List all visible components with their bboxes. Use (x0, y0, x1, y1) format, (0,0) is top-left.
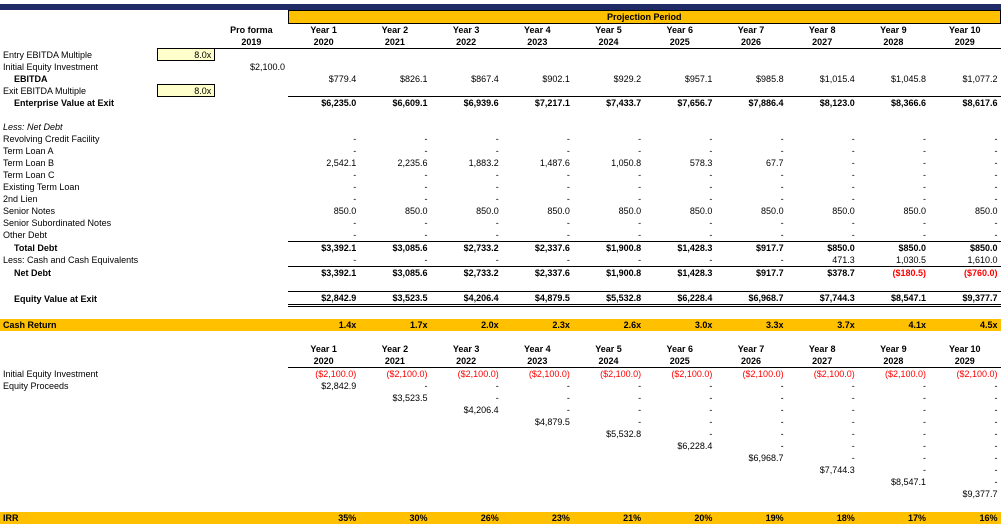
irr-label: IRR (0, 512, 157, 524)
year-header: Year 8 (787, 24, 858, 37)
initial-equity-label: Initial Equity Investment (0, 61, 157, 73)
iei-label: Initial Equity Investment (0, 368, 157, 381)
entry-multiple-label: Entry EBITDA Multiple (0, 49, 157, 61)
total-debt-label: Total Debt (0, 242, 157, 255)
projection-period-header: Projection Period (288, 11, 1000, 24)
snr-label: Senior Notes (0, 205, 157, 217)
year-header: Year 9 (858, 24, 929, 37)
exit-multiple-label: Exit EBITDA Multiple (0, 85, 157, 97)
cash-return-label: Cash Return (0, 319, 157, 331)
year-header: Year 5 (573, 24, 644, 37)
initial-equity-value: $2,100.0 (215, 61, 288, 73)
ssn-label: Senior Subordinated Notes (0, 217, 157, 229)
returns-table: Projection PeriodPro formaYear 1Year 2Ye… (0, 10, 1001, 524)
proforma-header: Pro forma (215, 24, 288, 37)
year-header: Year 4 (502, 24, 573, 37)
year-header: Year 3 (430, 24, 501, 37)
lien2-label: 2nd Lien (0, 193, 157, 205)
net-debt-label: Net Debt (0, 267, 157, 280)
entry-multiple-input[interactable]: 8.0x (157, 49, 215, 61)
rcf-label: Revolving Credit Facility (0, 133, 157, 145)
tla-label: Term Loan A (0, 145, 157, 157)
year-header: Year 10 (929, 24, 1000, 37)
ebitda-label: EBITDA (0, 73, 157, 85)
cash-label: Less: Cash and Cash Equivalents (0, 254, 157, 267)
year-header: Year 2 (359, 24, 430, 37)
extl-label: Existing Term Loan (0, 181, 157, 193)
year-header: Year 1 (288, 24, 359, 37)
tlb-label: Term Loan B (0, 157, 157, 169)
year-header: Year 6 (644, 24, 715, 37)
equity-value-exit-label: Equity Value at Exit (0, 292, 157, 306)
tlc-label: Term Loan C (0, 169, 157, 181)
exit-multiple-input[interactable]: 8.0x (157, 85, 215, 97)
ev-exit-label: Enterprise Value at Exit (0, 97, 157, 110)
year-header: Year 7 (715, 24, 786, 37)
oth-label: Other Debt (0, 229, 157, 242)
